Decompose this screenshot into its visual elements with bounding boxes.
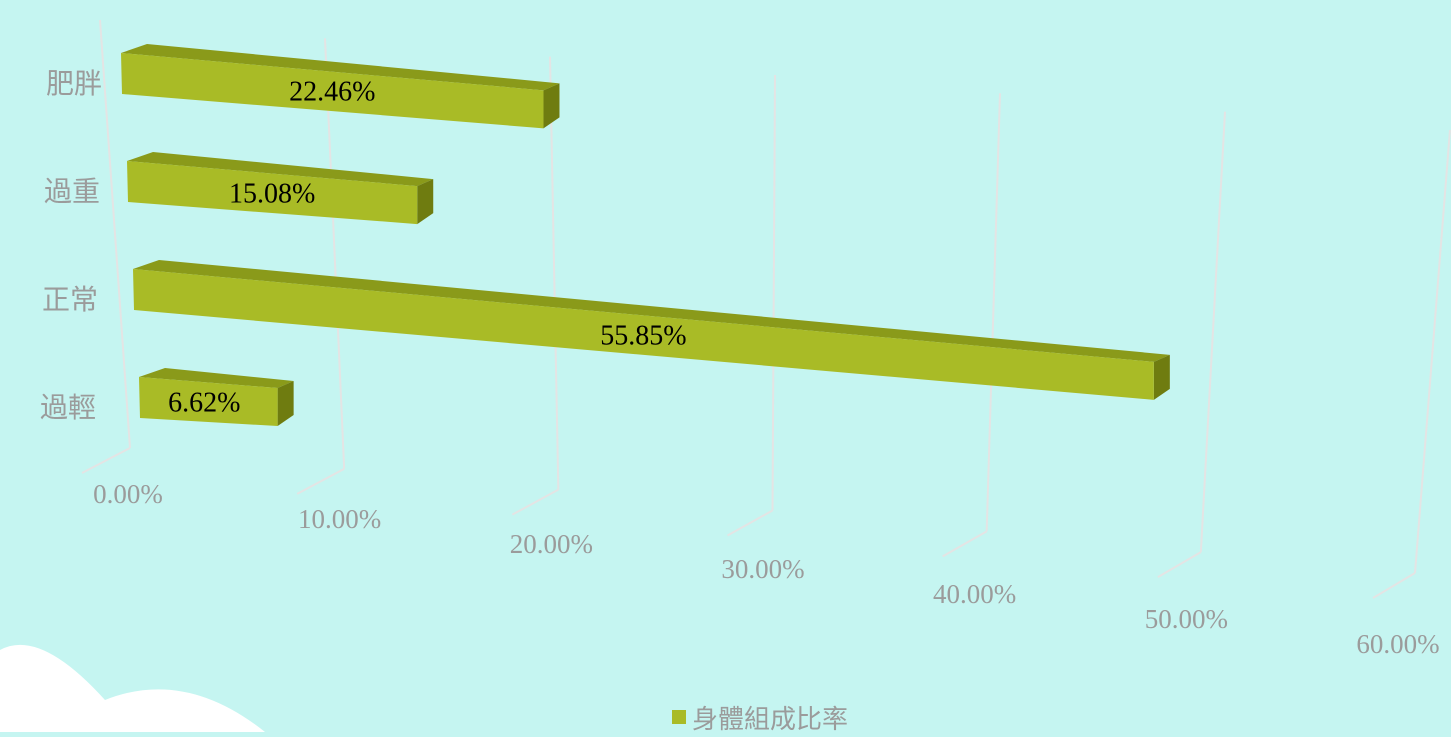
bars [121,44,1170,427]
gridline-floor [1157,551,1202,579]
data-label: 55.85% [600,320,686,351]
bar-top [133,260,1170,362]
data-label: 6.62% [168,388,240,419]
category-label: 過輕 [40,393,96,424]
bar-top [127,152,434,187]
x-tick-label: 20.00% [510,529,593,559]
bar-side [417,179,434,225]
gridline-floor [81,447,131,474]
gridline [1199,111,1226,553]
bar-side [277,381,294,427]
bar [133,269,1154,400]
category-label: 過重 [44,176,100,208]
gridline [771,74,776,511]
x-tick-label: 60.00% [1356,629,1439,659]
data-label: 15.08% [229,179,315,210]
x-tick-label: 30.00% [721,554,804,584]
x-tick-label: 50.00% [1145,604,1228,634]
category-label: 肥胖 [46,68,102,100]
bar-side [543,83,560,129]
x-tick-label: 10.00% [298,504,381,534]
bar-side [1153,354,1170,400]
gridline-floor [296,467,345,495]
bar-top [139,368,294,389]
labels: 0.00% 10.00% 20.00% 30.00% 40.00% 50.00% 60.00… [40,68,1440,659]
bar-top [121,44,560,91]
decorative-cloud [0,644,265,732]
bar [139,377,278,427]
gridline [985,93,1001,532]
data-label: 22.46% [289,77,375,108]
gridline [99,19,131,449]
gridline-floor [727,509,773,537]
category-label: 正常 [42,284,98,316]
gridline-floor [942,530,988,558]
legend: 身體組成比率 [672,702,848,735]
x-tick-label: 0.00% [93,479,163,509]
gridline-floor [1372,572,1416,599]
gridline [549,56,560,490]
bar [121,53,544,129]
x-tick-label: 40.00% [933,579,1016,609]
legend-label: 身體組成比率 [692,704,849,735]
bar [127,161,418,225]
legend-swatch [672,710,686,724]
gridline [1414,129,1451,574]
gridline-floor [511,488,559,516]
